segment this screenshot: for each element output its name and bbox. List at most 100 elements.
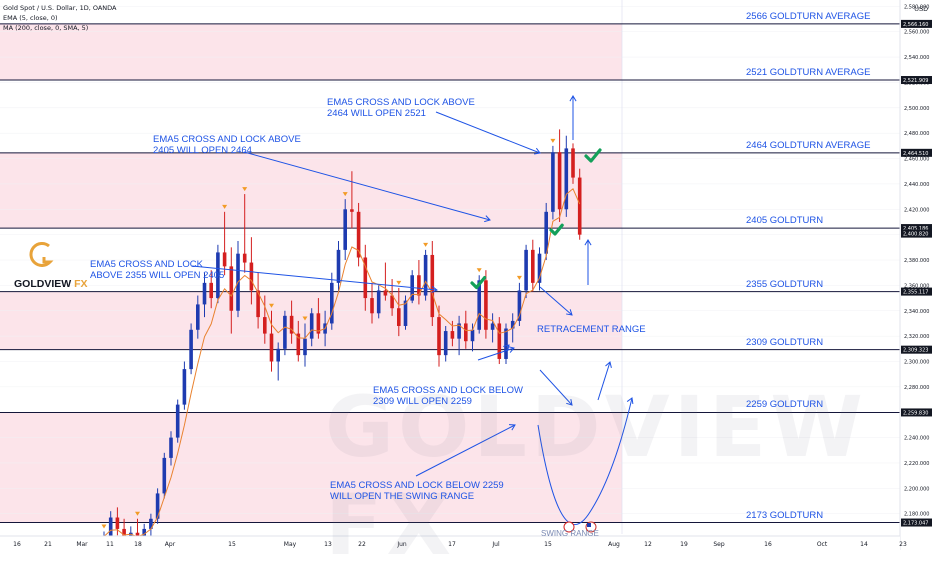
arrow-line: [539, 369, 573, 406]
candle-body: [350, 209, 354, 212]
arrow-head: [534, 147, 541, 155]
candle-body: [108, 517, 113, 537]
price-badge-label: 2,173.047: [903, 521, 928, 527]
level-label: 2259 GOLDTURN: [746, 399, 824, 411]
price-axis[interactable]: 2,180.0002,200.0002,220.0002,240.0002,26…: [899, 0, 932, 550]
time-tick-label: 11: [106, 541, 114, 548]
down-triangle-icon: [476, 268, 482, 273]
level-label: 2405 GOLDTURN: [746, 215, 824, 227]
checkmark-icon: [470, 276, 487, 290]
chart-logo-icon: [29, 241, 54, 267]
arrow-head: [605, 361, 612, 368]
goldturn-band: [0, 23, 622, 81]
price-badge: [901, 408, 932, 417]
symbol-title: Gold Spot / U.S. Dollar, 1D, OANDA: [3, 4, 117, 12]
level-label: 2173 GOLDTURN: [746, 509, 824, 521]
candle-body: [269, 333, 274, 362]
arrow-head: [508, 424, 516, 431]
annotation-line: EMA5 CROSS AND LOCK ABOVE: [153, 134, 301, 145]
price-tick-label: 2,440.000: [904, 182, 929, 188]
candle-body: [551, 152, 555, 212]
price-tick-label: 2,360.000: [904, 283, 929, 289]
down-triangle-icon: [302, 316, 308, 321]
candle-body: [309, 313, 314, 339]
down-triangle-icon: [242, 187, 248, 192]
down-triangle-icon: [269, 303, 274, 308]
candle-body: [524, 249, 528, 291]
candle-body: [564, 148, 569, 210]
candle-body: [196, 304, 200, 330]
candle-body: [162, 457, 167, 494]
annotation-2259: EMA5 CROSS AND LOCK BELOW 2259 WILL OPEN …: [330, 480, 504, 502]
candle-body: [276, 348, 280, 362]
candle-body: [216, 252, 220, 299]
arrow-line: [243, 151, 491, 221]
time-axis[interactable]: 16 21 Mar 11 18 Apr 15 May 13 22 Jun 17 Jul 15 Aug 12 19…: [0, 535, 907, 550]
time-tick-label: Jun: [396, 541, 407, 548]
annotation-arrows: [191, 95, 634, 525]
axis-background: [900, 0, 932, 550]
price-tick-label: 2,340.000: [904, 309, 929, 315]
price-badge: [901, 345, 932, 354]
level-label: 2521 GOLDTURN AVERAGE: [746, 67, 871, 79]
price-badge-label: 2,259.830: [903, 410, 928, 416]
flag-canton: [587, 523, 591, 527]
candle-body: [202, 282, 207, 305]
price-tick-label: 2,380.000: [904, 258, 929, 264]
price-tick-label: 2,460.000: [904, 157, 929, 163]
candle-body: [189, 329, 193, 370]
candle-body: [557, 152, 562, 210]
candle-body: [303, 338, 307, 356]
price-badge: [901, 19, 932, 28]
candle-body: [155, 493, 160, 519]
candle-body: [390, 295, 394, 309]
time-tick-label: 21: [44, 541, 52, 548]
annotation-line: 2309 WILL OPEN 2259: [373, 396, 472, 407]
level-label: 2309 GOLDTURN: [746, 336, 824, 348]
price-tick-label: 2,500.000: [904, 106, 929, 112]
candle-body: [403, 300, 408, 326]
candle-body: [182, 369, 187, 405]
candle-body: [336, 249, 341, 283]
arrow-head: [508, 346, 515, 353]
currency-label[interactable]: USD: [914, 6, 928, 13]
time-tick-label: 19: [680, 541, 688, 548]
down-triangle-icon: [222, 204, 228, 209]
checkmark-icon: [549, 223, 564, 236]
checkmarks: [470, 148, 602, 290]
down-triangle-icon: [135, 511, 140, 516]
candle-body: [356, 211, 361, 258]
price-tick-label: 2,420.000: [904, 207, 929, 213]
swing-range-label: SWING RANGE: [541, 529, 599, 538]
annotation-2309: EMA5 CROSS AND LOCK BELOW 2309 WILL OPEN …: [373, 385, 523, 407]
annotation-retracement: RETRACEMENT RANGE: [537, 324, 646, 335]
candle-body: [417, 275, 421, 296]
ema-indicator-label[interactable]: EMA (5, close, 0): [3, 14, 58, 22]
chart-canvas[interactable]: 2,180.0002,200.0002,220.0002,240.0002,26…: [0, 0, 932, 550]
price-badge: [901, 287, 932, 296]
price-tick-label: 2,480.000: [904, 131, 929, 137]
candle-body: [283, 315, 287, 349]
candle-body: [457, 323, 461, 339]
price-tick-label: 2,200.000: [904, 486, 929, 492]
candle-body: [316, 313, 321, 334]
checkmark-icon: [584, 148, 602, 163]
goldview-logo: GOLDVIEW FX: [14, 278, 88, 290]
time-tick-label: Aug: [608, 541, 620, 548]
candle-body: [229, 266, 234, 311]
price-badge: [901, 76, 932, 85]
time-tick-label: Oct: [817, 541, 828, 548]
price-badge: [901, 229, 932, 238]
candle-body: [397, 308, 401, 326]
time-tick-label: 16: [764, 541, 772, 548]
ma-indicator-label[interactable]: MA (200, close, 0, SMA, 5): [3, 24, 89, 32]
down-triangle-icon: [423, 242, 429, 247]
price-badge: [901, 148, 932, 157]
annotation-line: EMA5 CROSS AND LOCK BELOW: [373, 385, 523, 396]
price-tick-label: 2,240.000: [904, 436, 929, 442]
price-badge-label: 2,400.820: [903, 232, 928, 238]
candle-body: [296, 333, 301, 356]
candle-body: [531, 249, 535, 283]
candle-body: [470, 329, 475, 342]
annotation-line: RETRACEMENT RANGE: [537, 324, 646, 335]
